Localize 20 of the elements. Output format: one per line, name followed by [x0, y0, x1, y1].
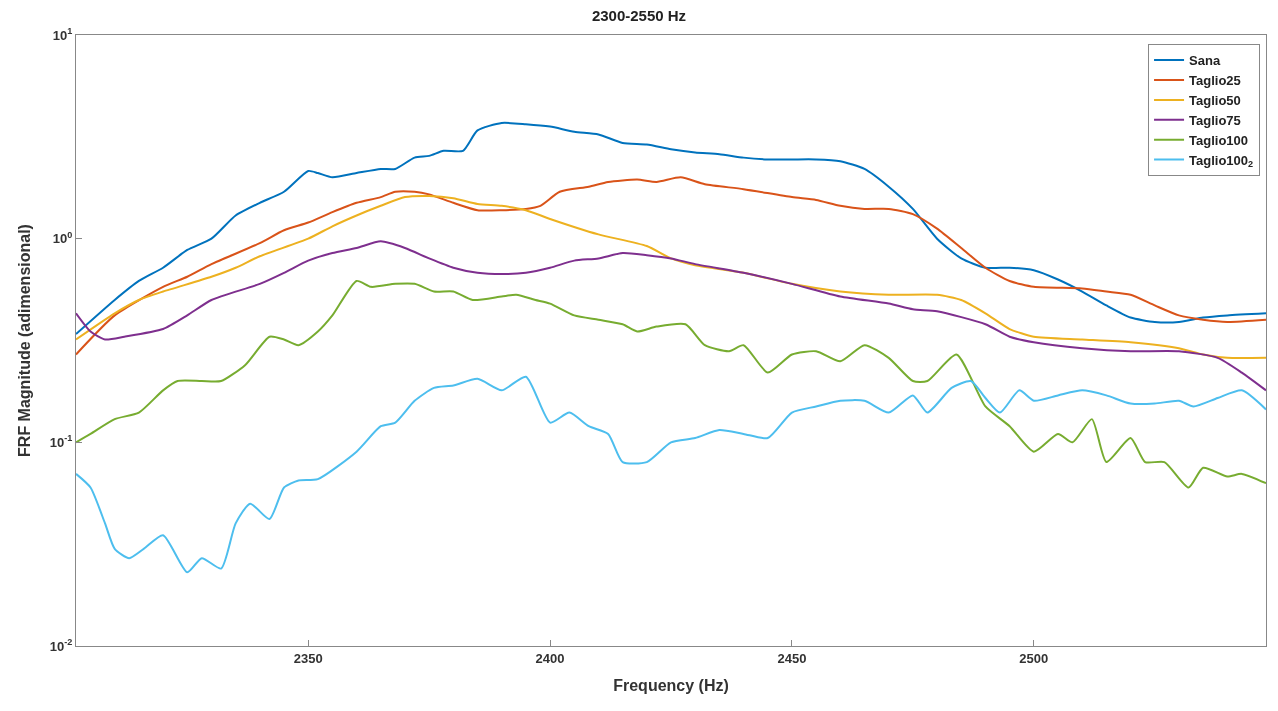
- line-series: [76, 375, 1266, 574]
- y-axis-title: FRF Magnitude (adimensional): [15, 224, 33, 457]
- legend-label: Taglio25: [1189, 73, 1241, 89]
- x-tick-label: 2500: [1019, 650, 1049, 666]
- line-series: [76, 240, 1266, 392]
- legend-label: Taglio50: [1189, 92, 1241, 108]
- legend-label: Taglio100$_{2}$: [1189, 152, 1254, 170]
- y-tick-label: 10$^{1}$: [52, 26, 73, 43]
- legend-label: Taglio100: [1189, 132, 1249, 148]
- y-tick-label: 10$^{0}$: [52, 229, 73, 247]
- legend-label: Sana: [1189, 53, 1221, 69]
- legend-label: Taglio75: [1189, 112, 1241, 128]
- x-tick-label: 2350: [293, 650, 323, 666]
- line-series: [76, 279, 1266, 489]
- x-tick-label: 2400: [535, 650, 565, 666]
- chart-title: 2300-2550 Hz: [591, 7, 687, 25]
- y-tick-label: 10$^{-1}$: [49, 433, 73, 450]
- x-axis-title: Frequency (Hz): [613, 677, 729, 695]
- x-tick-label: 2450: [777, 650, 807, 666]
- y-tick-label: 10$^{-2}$: [49, 637, 73, 654]
